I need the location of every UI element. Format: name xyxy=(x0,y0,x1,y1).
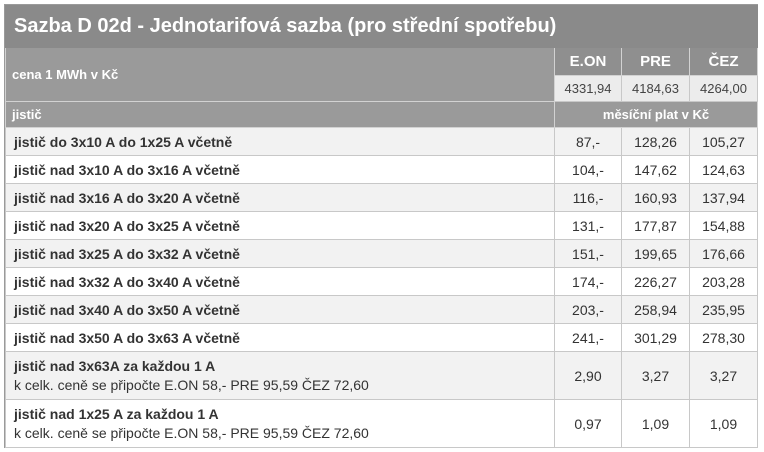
fee-cez: 137,94 xyxy=(688,183,759,212)
provider-pre: PRE xyxy=(621,47,690,76)
surcharge-note: k celk. ceně se připočte E.ON 58,- PRE 9… xyxy=(14,377,369,393)
fee-eon: 104,- xyxy=(554,155,622,184)
breaker-header-row: jistič měsíční plat v Kč xyxy=(5,101,759,128)
breaker-label: jistič nad 3x50 A do 3x63 A včetně xyxy=(5,323,555,352)
fee-eon: 0,97 xyxy=(554,399,622,448)
table-row: jistič nad 3x16 A do 3x20 A včetně 116,- 1… xyxy=(5,183,759,212)
fee-cez: 203,28 xyxy=(688,267,759,296)
fee-pre: 3,27 xyxy=(621,351,690,400)
fee-pre: 160,93 xyxy=(621,183,690,212)
fee-eon: 131,- xyxy=(554,211,622,240)
fee-eon: 174,- xyxy=(554,267,622,296)
table-row: jistič nad 3x32 A do 3x40 A včetně 174,- 2… xyxy=(5,267,759,296)
breaker-label: jistič nad 3x63A za každou 1 A xyxy=(14,358,216,374)
breaker-label: jistič nad 3x32 A do 3x40 A včetně xyxy=(5,267,555,296)
fee-pre: 226,27 xyxy=(621,267,690,296)
price-row: 4331,94 4184,63 4264,00 xyxy=(6,75,759,102)
table-row: jistič nad 3x25 A do 3x32 A včetně 151,- 1… xyxy=(5,239,759,268)
fee-cez: 3,27 xyxy=(688,351,759,400)
fee-pre: 301,29 xyxy=(621,323,690,352)
fee-cez: 124,63 xyxy=(688,155,759,184)
price-cez: 4264,00 xyxy=(688,75,759,102)
fee-pre: 199,65 xyxy=(621,239,690,268)
breaker-extra-cell: jistič nad 3x63A za každou 1 A k celk. ce… xyxy=(5,351,555,400)
table-row: jistič nad 3x40 A do 3x50 A včetně 203,- 2… xyxy=(5,295,759,324)
extra-rows: jistič nad 3x63A za každou 1 A k celk. ce… xyxy=(5,351,759,448)
fee-eon: 116,- xyxy=(554,183,622,212)
table-row: jistič nad 3x20 A do 3x25 A včetně 131,- 1… xyxy=(5,211,759,240)
fee-pre: 147,62 xyxy=(621,155,690,184)
table-title: Sazba D 02d - Jednotarifová sazba (pro s… xyxy=(4,5,759,48)
fee-pre: 258,94 xyxy=(621,295,690,324)
title-row: Sazba D 02d - Jednotarifová sazba (pro s… xyxy=(4,5,759,48)
breaker-label: jistič nad 3x10 A do 3x16 A včetně xyxy=(5,155,555,184)
breaker-label: jistič nad 3x16 A do 3x20 A včetně xyxy=(5,183,555,212)
fee-pre: 177,87 xyxy=(621,211,690,240)
fee-cez: 278,30 xyxy=(688,323,759,352)
tariff-table: Sazba D 02d - Jednotarifová sazba (pro s… xyxy=(4,5,759,448)
tariff-table-container: Sazba D 02d - Jednotarifová sazba (pro s… xyxy=(4,4,759,448)
breaker-header-label: jistič xyxy=(5,101,555,128)
fee-eon: 2,90 xyxy=(554,351,622,400)
fee-cez: 1,09 xyxy=(688,399,759,448)
fee-eon: 151,- xyxy=(554,239,622,268)
fee-eon: 87,- xyxy=(554,127,622,156)
table-row: jistič nad 1x25 A za každou 1 A k celk. c… xyxy=(5,399,759,448)
breaker-extra-cell: jistič nad 1x25 A za každou 1 A k celk. c… xyxy=(5,399,555,448)
monthly-fee-header: měsíční plat v Kč xyxy=(553,101,759,128)
provider-eon: E.ON xyxy=(554,47,622,76)
fee-cez: 235,95 xyxy=(688,295,759,324)
price-per-mwh-label: cena 1 MWh v Kč xyxy=(5,47,555,102)
breaker-label: jistič nad 3x25 A do 3x32 A včetně xyxy=(5,239,555,268)
breaker-label: jistič nad 1x25 A za každou 1 A xyxy=(14,406,219,422)
provider-row: cena 1 MWh v Kč E.ON PRE ČEZ xyxy=(5,47,759,102)
fee-pre: 128,26 xyxy=(621,127,690,156)
provider-cez: ČEZ xyxy=(688,47,759,76)
breaker-rows: jistič do 3x10 A do 1x25 A včetně 87,- 128… xyxy=(5,127,759,352)
fee-cez: 176,66 xyxy=(688,239,759,268)
table-row: jistič do 3x10 A do 1x25 A včetně 87,- 128… xyxy=(5,127,759,156)
table-row: jistič nad 3x63A za každou 1 A k celk. ce… xyxy=(5,351,759,400)
fee-eon: 241,- xyxy=(554,323,622,352)
price-pre: 4184,63 xyxy=(621,75,690,102)
breaker-label: jistič do 3x10 A do 1x25 A včetně xyxy=(5,127,555,156)
breaker-label: jistič nad 3x20 A do 3x25 A včetně xyxy=(5,211,555,240)
table-row: jistič nad 3x50 A do 3x63 A včetně 241,- 3… xyxy=(5,323,759,352)
price-eon: 4331,94 xyxy=(554,75,622,102)
fee-cez: 154,88 xyxy=(688,211,759,240)
surcharge-note: k celk. ceně se připočte E.ON 58,- PRE 9… xyxy=(14,425,369,441)
fee-cez: 105,27 xyxy=(688,127,759,156)
breaker-label: jistič nad 3x40 A do 3x50 A včetně xyxy=(5,295,555,324)
table-row: jistič nad 3x10 A do 3x16 A včetně 104,- 1… xyxy=(5,155,759,184)
fee-pre: 1,09 xyxy=(621,399,690,448)
fee-eon: 203,- xyxy=(554,295,622,324)
